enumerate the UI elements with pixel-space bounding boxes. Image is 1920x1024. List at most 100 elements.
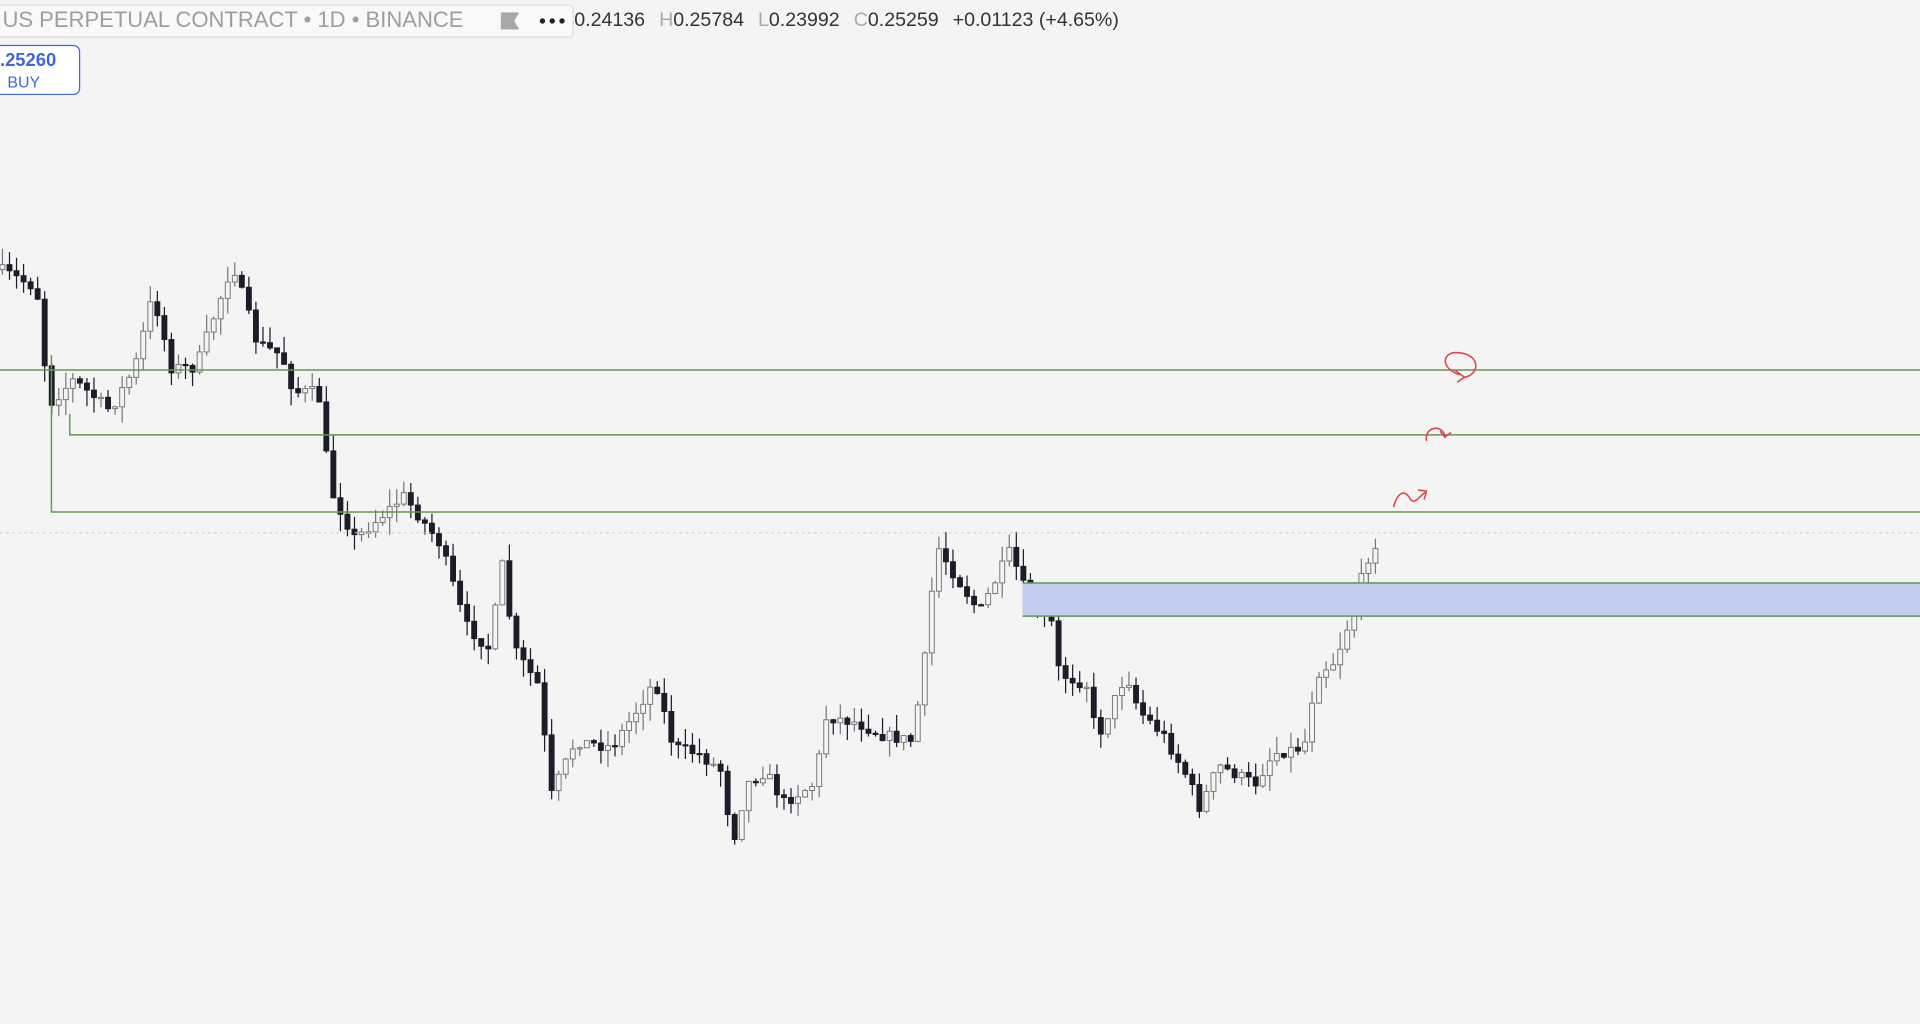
candle (731, 814, 738, 840)
candle (1287, 746, 1294, 758)
candle (527, 659, 534, 674)
candle (781, 794, 787, 798)
candle (1217, 764, 1224, 774)
candle (689, 744, 696, 754)
candle (668, 711, 675, 743)
candle (795, 796, 801, 804)
candle (27, 281, 34, 290)
candle (950, 561, 956, 579)
candle (1309, 702, 1315, 743)
candle (696, 753, 703, 756)
candle (62, 387, 69, 401)
flag-icon[interactable] (500, 12, 520, 30)
candle (513, 615, 520, 649)
candle (858, 721, 865, 730)
candle (203, 331, 210, 353)
candle (1252, 776, 1259, 787)
candle (893, 730, 900, 743)
candle (562, 758, 569, 775)
symbol-box[interactable] (0, 4, 574, 38)
candle (1337, 648, 1344, 666)
candle (724, 770, 731, 816)
level-line (69, 414, 1920, 436)
candle (41, 298, 48, 367)
candle (429, 522, 435, 534)
candle (372, 521, 379, 533)
candle (1090, 686, 1097, 719)
candle (1147, 714, 1154, 721)
candle (1330, 664, 1337, 671)
candle (161, 315, 168, 341)
more-icon[interactable] (539, 18, 565, 24)
candle (879, 733, 886, 742)
candle (520, 647, 527, 661)
candle (865, 728, 872, 734)
candle (330, 450, 337, 499)
candle (119, 387, 126, 408)
candle (1182, 761, 1189, 775)
candle (816, 753, 823, 787)
candle (69, 378, 76, 389)
candle (992, 582, 999, 594)
candle (1344, 629, 1351, 650)
candle (281, 352, 288, 365)
candle (675, 741, 682, 746)
candle (823, 719, 830, 755)
candle (964, 586, 970, 597)
candle (1055, 620, 1062, 667)
candle (766, 774, 773, 780)
candle (400, 492, 407, 505)
candle (450, 555, 456, 582)
candle (1076, 682, 1083, 689)
candle (569, 748, 576, 760)
candle (436, 533, 442, 547)
candle (844, 717, 851, 725)
candle (260, 341, 266, 344)
low-label: L (758, 9, 769, 31)
candle (1323, 669, 1330, 678)
candle (921, 652, 928, 706)
candle (928, 590, 935, 654)
candle (1224, 764, 1231, 770)
candle (851, 721, 858, 725)
candle (1154, 719, 1161, 732)
candle (830, 719, 837, 724)
candle (196, 351, 203, 373)
candle (238, 274, 245, 288)
candle (351, 528, 358, 536)
candle (1111, 695, 1118, 720)
candle (612, 745, 618, 748)
candle (295, 388, 302, 394)
candle (443, 545, 449, 557)
candle (1140, 702, 1146, 716)
candle (76, 378, 83, 384)
candle (1210, 772, 1217, 792)
candle (210, 318, 217, 333)
candle (344, 513, 351, 530)
candle (84, 382, 90, 391)
buy-button[interactable] (0, 44, 81, 96)
candle (999, 560, 1006, 584)
candle (1013, 546, 1020, 567)
candle (245, 286, 252, 311)
candle (1133, 684, 1139, 704)
high-label: H (659, 9, 673, 31)
candle (1203, 790, 1210, 812)
drawing (1425, 427, 1452, 442)
candle (1196, 784, 1203, 812)
candle (323, 401, 330, 452)
candle (640, 703, 647, 714)
candle (252, 309, 259, 343)
candle (274, 347, 280, 354)
candle (1266, 760, 1273, 777)
candle (590, 740, 597, 744)
candle (91, 389, 97, 399)
candle (1273, 753, 1280, 762)
candle (1231, 768, 1238, 779)
high-value: 0.25784 (673, 9, 744, 31)
candle (541, 682, 548, 736)
candle (126, 376, 133, 389)
change-value: +0.01123 (+4.65%) (953, 9, 1119, 31)
candle (224, 281, 231, 299)
